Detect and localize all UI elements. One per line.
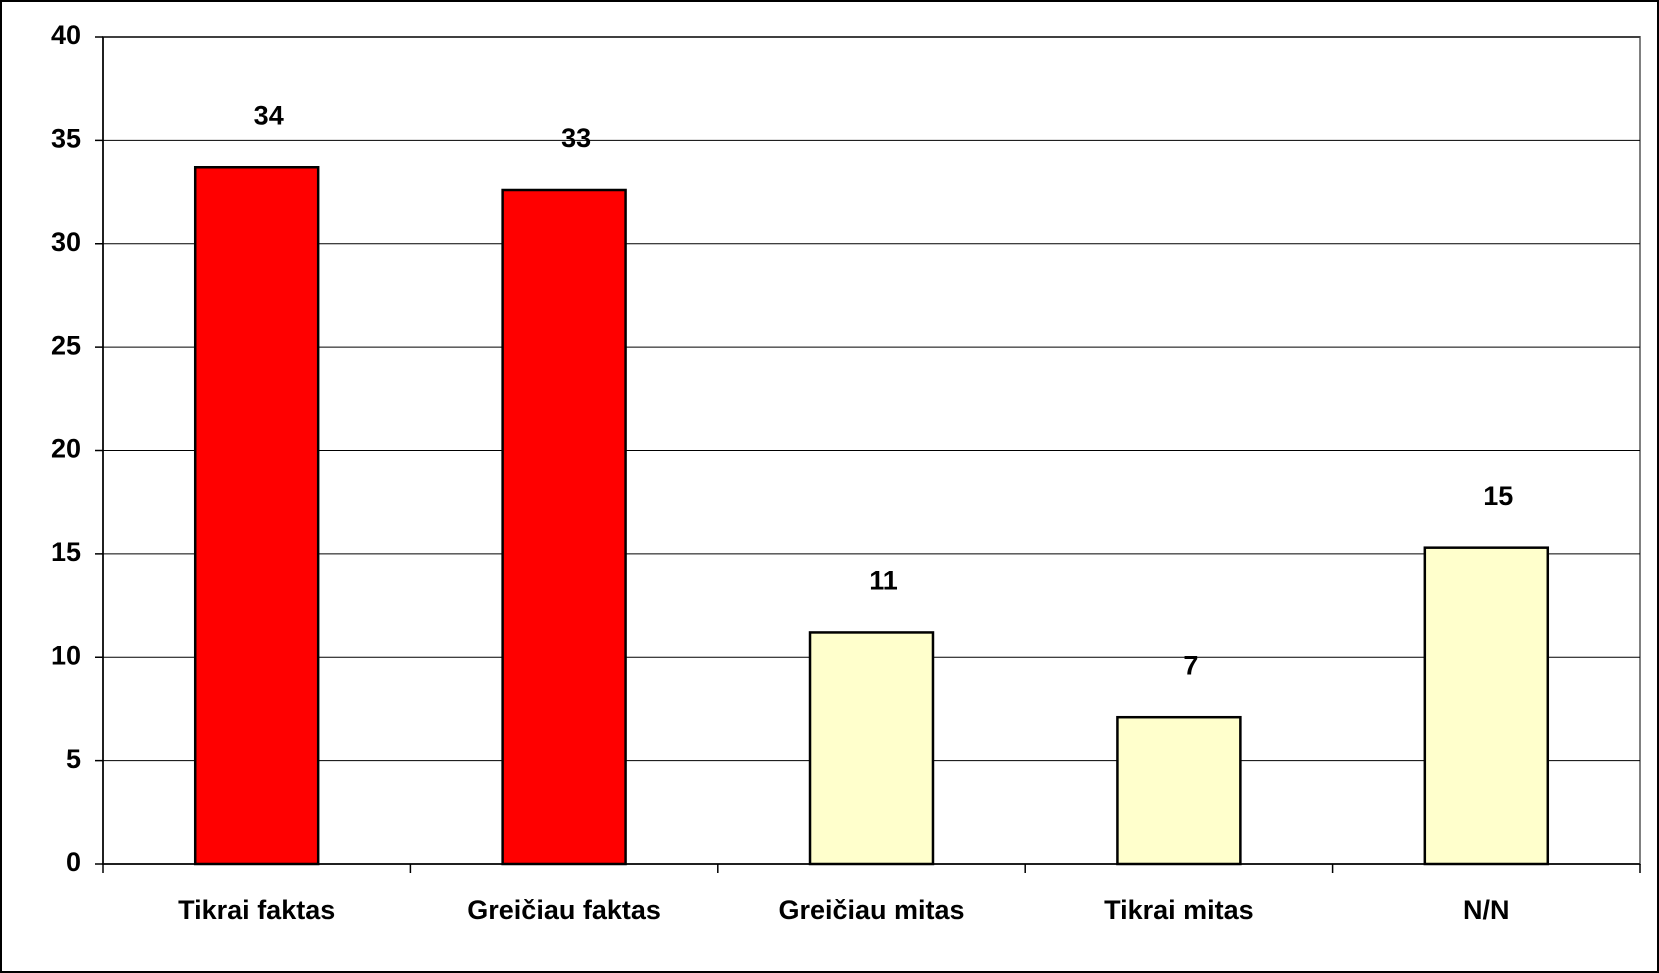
bar	[1423, 546, 1550, 866]
value-label: 33	[561, 123, 591, 153]
bar	[501, 188, 627, 866]
bar	[808, 631, 935, 866]
y-tick-label: 20	[51, 434, 81, 464]
y-tick-label: 5	[66, 744, 81, 774]
bar	[193, 166, 320, 866]
y-tick-label: 0	[66, 847, 81, 877]
x-tick-label: Tikrai mitas	[1104, 895, 1254, 925]
x-tick-label: N/N	[1463, 895, 1510, 925]
y-tick-label: 15	[51, 537, 81, 567]
value-label: 34	[254, 100, 284, 130]
x-tick-label: Greičiau faktas	[467, 895, 661, 925]
value-label: 11	[869, 566, 898, 596]
value-label: 15	[1483, 481, 1513, 511]
bar	[1116, 715, 1242, 866]
x-tick-label: Tikrai faktas	[178, 895, 335, 925]
y-tick-label: 25	[51, 330, 81, 360]
y-tick-label: 35	[51, 124, 81, 154]
y-tick-label: 10	[51, 640, 81, 670]
x-tick-label: Greičiau mitas	[778, 895, 964, 925]
y-tick-label: 30	[51, 227, 81, 257]
y-tick-label: 40	[51, 20, 81, 50]
value-label: 7	[1183, 650, 1198, 680]
